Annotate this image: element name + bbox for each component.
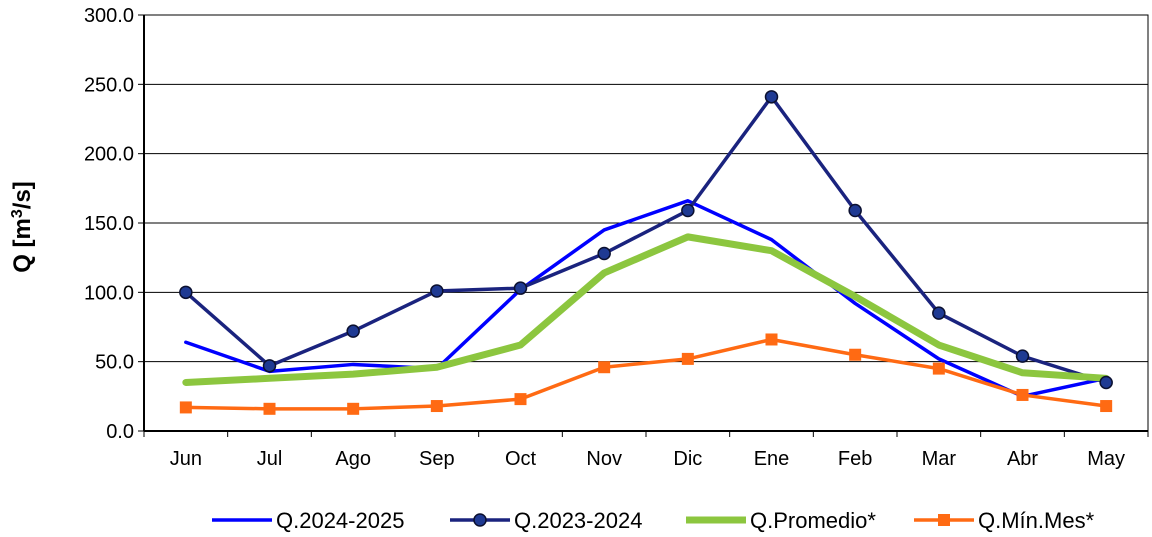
y-axis-title-main: Q [m	[9, 218, 36, 273]
series-markers	[179, 90, 1113, 415]
legend-label: Q.Promedio*	[750, 508, 876, 533]
x-tick-label: Oct	[505, 448, 537, 470]
legend-label: Q.2023-2024	[514, 508, 642, 533]
y-tick-label: 50.0	[95, 352, 134, 374]
legend-swatch-marker	[473, 513, 487, 527]
y-axis-title-tail: /s]	[9, 181, 36, 209]
x-tick-label: Nov	[586, 448, 622, 470]
y-tick-label: 200.0	[84, 144, 134, 166]
data-point-circle	[346, 324, 360, 338]
y-axis-title-superscript: 3	[9, 209, 26, 218]
data-point-square	[765, 333, 778, 346]
data-point-square	[681, 352, 694, 365]
data-point-circle	[764, 90, 779, 104]
legend-item: Q.2024-2025	[212, 508, 404, 533]
x-tick-label: Sep	[419, 448, 455, 470]
series-line-0	[184, 199, 1108, 399]
x-tick-label: Jun	[170, 448, 202, 470]
legend-swatch-marker	[938, 514, 950, 526]
data-point-circle	[513, 281, 528, 295]
y-axis-title: Q [m3/s]	[9, 181, 37, 273]
y-tick-label: 150.0	[84, 213, 134, 235]
series-lines	[182, 95, 1110, 411]
series-line-3	[184, 337, 1108, 411]
x-tick-label: Jul	[257, 448, 283, 470]
data-point-square	[347, 402, 360, 415]
series-line-1	[184, 95, 1108, 385]
data-point-square	[263, 402, 276, 415]
data-point-square	[1100, 400, 1113, 413]
series-line-2	[182, 233, 1110, 386]
legend: Q.2024-2025 Q.2023-2024 Q.Promedio* Q.Mín.M…	[212, 508, 1095, 533]
axes	[138, 14, 1149, 437]
data-point-circle	[848, 203, 862, 218]
data-point-circle	[597, 246, 611, 261]
data-point-circle	[681, 203, 695, 218]
data-point-square	[1016, 388, 1029, 401]
x-tick-label: Feb	[838, 448, 872, 470]
legend-label: Q.2024-2025	[276, 508, 404, 533]
x-tick-label: Mar	[922, 448, 957, 470]
grid-lines	[144, 14, 1148, 363]
x-tick-label: Ene	[754, 448, 790, 470]
data-point-square	[430, 400, 443, 413]
data-point-circle	[179, 285, 193, 300]
legend-item: Q.Mín.Mes*	[914, 508, 1095, 533]
x-tick-label: Abr	[1007, 448, 1038, 470]
x-tick-label: Dic	[673, 448, 702, 470]
x-tick-label: May	[1087, 448, 1125, 470]
data-point-circle	[932, 306, 946, 320]
data-point-circle	[1099, 375, 1113, 390]
data-point-square	[514, 393, 527, 406]
data-point-circle	[1015, 349, 1030, 363]
data-point-square	[179, 401, 192, 414]
data-point-square	[932, 362, 945, 375]
y-tick-label: 300.0	[84, 5, 134, 27]
legend-item: Q.Promedio*	[686, 508, 876, 533]
legend-item: Q.2023-2024	[450, 508, 642, 533]
y-tick-label: 250.0	[84, 74, 134, 96]
y-tick-labels: 0.0 50.0 100.0 150.0 200.0 250.0 300.0	[84, 5, 134, 443]
x-tick-labels: Jun Jul Ago Sep Oct Nov Dic Ene Feb Mar Abr May	[170, 448, 1125, 470]
y-tick-label: 100.0	[84, 282, 134, 304]
x-tick-label: Ago	[335, 448, 371, 470]
data-point-circle	[262, 359, 277, 373]
y-tick-label: 0.0	[106, 421, 134, 443]
data-point-square	[598, 361, 611, 374]
data-point-square	[849, 348, 862, 361]
data-point-circle	[430, 284, 444, 298]
legend-label: Q.Mín.Mes*	[978, 508, 1095, 533]
